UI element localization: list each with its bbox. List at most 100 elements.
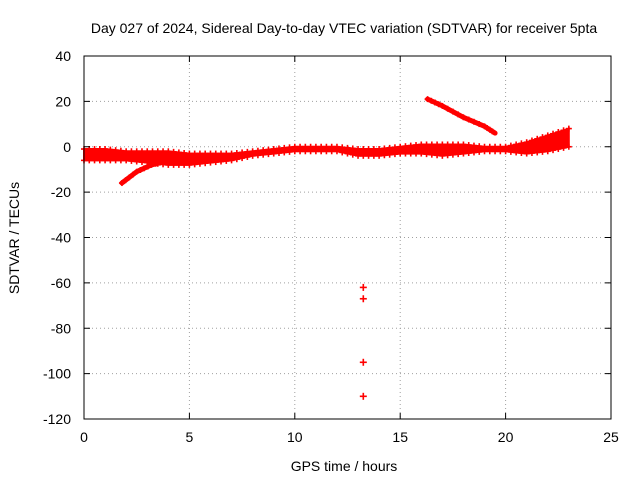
- track-point: [126, 174, 133, 181]
- band-point: [402, 150, 409, 157]
- band-point: [376, 152, 383, 159]
- band-point: [492, 143, 499, 150]
- band-point: [550, 130, 557, 137]
- band-point: [365, 152, 372, 159]
- band-point: [370, 146, 377, 153]
- chart-title: Day 027 of 2024, Sidereal Day-to-day VTE…: [91, 20, 598, 36]
- band-point: [486, 143, 493, 150]
- band-point: [349, 151, 356, 158]
- band-point: [460, 150, 467, 157]
- band-point: [518, 140, 525, 147]
- band-point: [112, 157, 119, 164]
- band-point: [391, 144, 398, 151]
- band-point: [507, 148, 514, 155]
- band-point: [291, 143, 298, 150]
- band-point: [128, 157, 135, 164]
- band-point: [397, 150, 404, 157]
- band-point: [249, 148, 256, 155]
- outlier-point: [359, 392, 367, 400]
- x-tick-label: 0: [80, 429, 88, 445]
- band-point: [117, 147, 124, 154]
- band-point: [360, 152, 367, 159]
- band-point: [339, 149, 346, 156]
- band-point: [565, 125, 572, 132]
- band-point: [254, 147, 261, 154]
- band-point: [465, 142, 472, 149]
- track-point: [161, 158, 168, 165]
- band-point: [365, 146, 372, 153]
- band-point: [391, 151, 398, 158]
- y-tick-label: 20: [55, 93, 71, 109]
- band-point: [355, 152, 362, 159]
- band-point: [381, 145, 388, 152]
- band-point: [165, 148, 172, 155]
- band-point: [138, 159, 145, 166]
- x-tick-label: 15: [392, 429, 408, 445]
- band-point: [144, 148, 151, 155]
- band-point: [407, 142, 414, 149]
- band-point: [218, 150, 225, 157]
- band-point: [402, 143, 409, 150]
- band-point: [102, 146, 109, 153]
- band-point: [318, 143, 325, 150]
- band-point: [196, 150, 203, 157]
- band-point: [470, 142, 477, 149]
- band-point: [439, 152, 446, 159]
- band-point: [207, 159, 214, 166]
- band-point: [239, 155, 246, 162]
- band-point: [128, 148, 135, 155]
- band-point: [133, 158, 140, 165]
- band-point: [428, 151, 435, 158]
- band-point: [233, 149, 240, 156]
- band-point: [297, 143, 304, 150]
- band-point: [465, 149, 472, 156]
- outlier-point: [359, 358, 367, 366]
- band-point: [470, 149, 477, 156]
- band-point: [270, 146, 277, 153]
- band-point: [91, 157, 98, 164]
- band-point: [428, 141, 435, 148]
- band-point: [181, 149, 188, 156]
- band-point: [555, 146, 562, 153]
- band-point: [228, 150, 235, 157]
- track-point: [470, 118, 477, 125]
- band-point: [260, 147, 267, 154]
- y-tick-label: -40: [51, 230, 71, 246]
- band-point: [565, 143, 572, 150]
- band-point: [455, 151, 462, 158]
- band-point: [244, 153, 251, 160]
- band-point: [175, 149, 182, 156]
- band-point: [123, 148, 130, 155]
- band-point: [449, 151, 456, 158]
- track-point: [431, 99, 438, 106]
- band-point: [212, 150, 219, 157]
- band-point: [107, 146, 114, 153]
- band-point: [218, 158, 225, 165]
- band-point: [413, 142, 420, 149]
- band-point: [550, 147, 557, 154]
- band-point: [518, 149, 525, 156]
- track-point: [130, 171, 137, 178]
- band-point: [212, 159, 219, 166]
- band-point: [476, 143, 483, 150]
- band-point: [344, 150, 351, 157]
- band-point: [223, 150, 230, 157]
- band-point: [423, 151, 430, 158]
- band-point: [544, 132, 551, 139]
- band-point: [528, 137, 535, 144]
- y-tick-label: -120: [43, 411, 71, 427]
- track-point: [435, 101, 442, 108]
- data-points: [81, 96, 572, 400]
- band-point: [170, 161, 177, 168]
- x-tick-label: 20: [498, 429, 514, 445]
- band-point: [513, 149, 520, 156]
- band-point: [117, 157, 124, 164]
- band-point: [560, 144, 567, 151]
- track-point: [460, 114, 467, 121]
- band-point: [523, 150, 530, 157]
- band-point: [370, 152, 377, 159]
- outlier-point: [359, 295, 367, 303]
- band-point: [239, 149, 246, 156]
- track-point: [489, 128, 496, 135]
- band-point: [502, 143, 509, 150]
